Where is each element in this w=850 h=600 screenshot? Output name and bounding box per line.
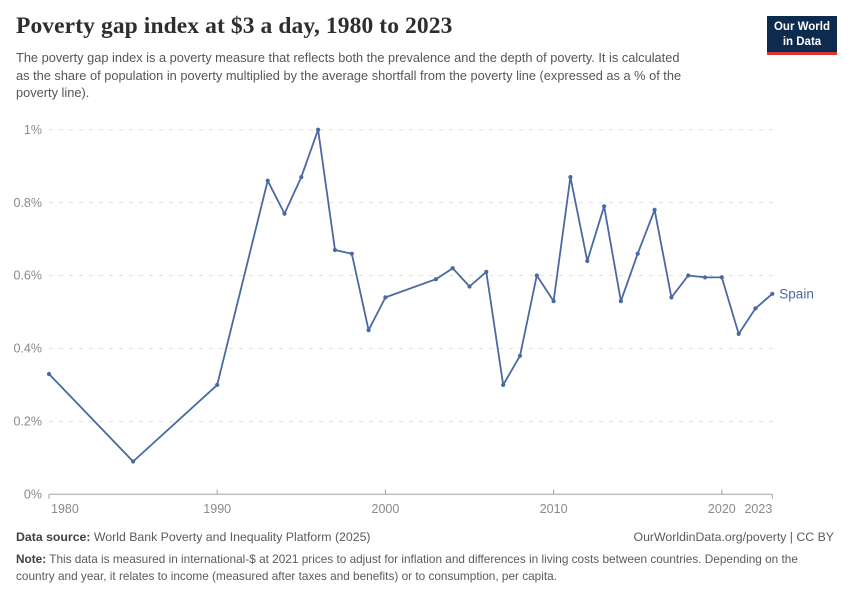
data-line bbox=[48, 128, 774, 463]
series-end-label[interactable]: Spain bbox=[779, 286, 814, 301]
data-point[interactable] bbox=[753, 306, 758, 311]
data-point[interactable] bbox=[332, 247, 338, 253]
data-point[interactable] bbox=[450, 266, 455, 271]
line-chart-svg: 0% 0.2% 0.4% 0.6% 0.8% 1% 1980 1990 2000 2010 2020… bbox=[14, 123, 814, 516]
data-point[interactable] bbox=[770, 291, 775, 296]
x-axis-tick-label: 2010 bbox=[540, 502, 568, 516]
y-axis-tick-label: 0% bbox=[24, 488, 42, 502]
note-text: This data is measured in international-$… bbox=[16, 552, 798, 583]
owid-logo-line2: in Data bbox=[782, 35, 822, 48]
data-point[interactable] bbox=[635, 251, 640, 256]
data-point[interactable] bbox=[618, 299, 624, 304]
x-axis-tick-label: 1980 bbox=[51, 502, 79, 516]
data-point[interactable] bbox=[299, 175, 304, 180]
data-source-text: World Bank Poverty and Inequality Platfo… bbox=[93, 530, 371, 544]
data-point[interactable] bbox=[534, 273, 539, 278]
data-point[interactable] bbox=[265, 178, 270, 183]
y-axis-tick-label: 1% bbox=[24, 123, 42, 137]
y-axis-tick-label: 0.6% bbox=[14, 269, 43, 283]
data-source: Data source: World Bank Poverty and Ineq… bbox=[16, 530, 371, 544]
data-point[interactable] bbox=[686, 273, 691, 278]
chart-header: Poverty gap index at $3 a day, 1980 to 2… bbox=[16, 13, 837, 102]
data-point[interactable] bbox=[282, 211, 287, 216]
data-point[interactable] bbox=[383, 295, 388, 300]
data-source-label: Data source: bbox=[16, 530, 91, 544]
note-row: Note: This data is measured in internati… bbox=[16, 551, 834, 584]
data-point[interactable] bbox=[602, 204, 607, 209]
data-point[interactable] bbox=[702, 275, 708, 280]
note-label: Note: bbox=[16, 552, 47, 566]
x-axis-tick-label: 2020 bbox=[708, 502, 736, 516]
x-axis-tick-label: 2023 bbox=[744, 502, 772, 516]
y-axis-tick-label: 0.4% bbox=[14, 342, 43, 356]
data-point[interactable] bbox=[517, 353, 523, 358]
y-axis-tick-label: 0.8% bbox=[14, 196, 43, 210]
data-point[interactable] bbox=[467, 284, 472, 289]
credit-link[interactable]: OurWorldinData.org/poverty | CC BY bbox=[633, 530, 834, 544]
data-point[interactable] bbox=[215, 382, 220, 387]
owid-logo-line1: Our World bbox=[773, 21, 830, 33]
source-row: Data source: World Bank Poverty and Ineq… bbox=[16, 530, 834, 544]
data-point[interactable] bbox=[433, 277, 438, 282]
page-title: Poverty gap index at $3 a day, 1980 to 2… bbox=[16, 13, 453, 39]
data-point[interactable] bbox=[131, 459, 136, 464]
data-point[interactable] bbox=[366, 328, 371, 333]
y-axis-tick-label: 0.2% bbox=[14, 415, 43, 429]
x-axis-tick-label: 2000 bbox=[372, 502, 400, 516]
data-point[interactable] bbox=[568, 175, 573, 180]
line-chart: 0% 0.2% 0.4% 0.6% 0.8% 1% 1980 1990 2000 2010 2020… bbox=[0, 112, 850, 517]
owid-logo[interactable]: Our World in Data bbox=[767, 16, 837, 56]
data-point[interactable] bbox=[46, 371, 52, 377]
chart-subtitle: The poverty gap index is a poverty measu… bbox=[16, 50, 682, 101]
data-point[interactable] bbox=[736, 331, 741, 336]
chart-footer: Data source: World Bank Poverty and Ineq… bbox=[16, 530, 834, 584]
data-point[interactable] bbox=[551, 299, 556, 304]
x-axis-tick-label: 1990 bbox=[203, 502, 231, 516]
data-point[interactable] bbox=[652, 207, 657, 212]
data-point[interactable] bbox=[349, 251, 354, 256]
data-point[interactable] bbox=[501, 382, 506, 387]
data-point[interactable] bbox=[484, 269, 489, 274]
data-point[interactable] bbox=[719, 275, 724, 280]
data-point[interactable] bbox=[316, 127, 321, 132]
data-point[interactable] bbox=[669, 295, 674, 300]
data-point[interactable] bbox=[585, 258, 590, 264]
